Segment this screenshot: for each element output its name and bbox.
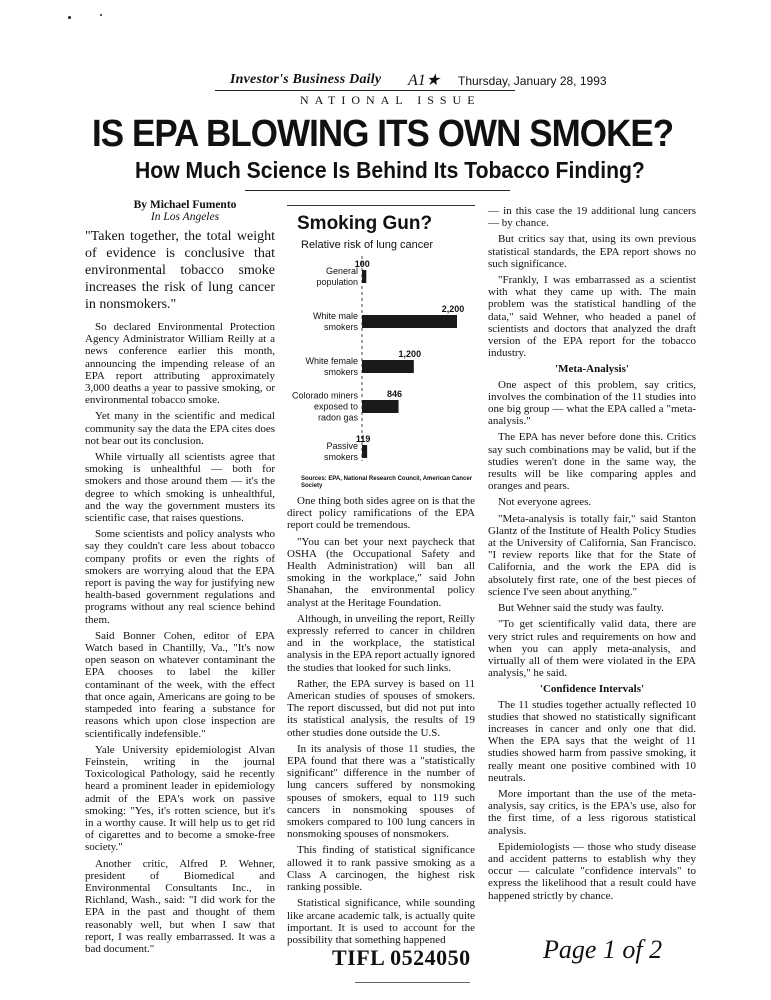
- section-subhead-confidence-intervals: 'Confidence Intervals': [539, 683, 645, 696]
- paragraph: While virtually all scientists agree tha…: [85, 451, 275, 525]
- paragraph: Some scientists and policy analysts who …: [85, 528, 275, 626]
- paragraph: Yet many in the scientific and medical c…: [85, 410, 275, 447]
- subhead-rule: [245, 190, 510, 191]
- chart-subtitle: Relative risk of lung cancer: [301, 239, 434, 251]
- article-column-2: One thing both sides agree on is that th…: [287, 495, 475, 950]
- paragraph: The 11 studies together actually reflect…: [488, 698, 696, 784]
- paragraph: Statistical significance, while sounding…: [287, 897, 475, 946]
- paragraph: Epidemiologists — those who study diseas…: [488, 840, 696, 902]
- paragraph: Not everyone agrees.: [498, 496, 592, 509]
- paragraph: So declared Environmental Protection Age…: [85, 321, 275, 407]
- category-label: exposed to: [314, 402, 358, 412]
- paragraph: In its analysis of those 11 studies, the…: [287, 742, 475, 841]
- paragraph: This finding of statistical significance…: [287, 844, 475, 894]
- paragraph: "To get scientifically valid data, there…: [488, 618, 696, 680]
- paragraph: Said Bonner Cohen, editor of EPA Watch b…: [85, 629, 275, 740]
- paragraph: But Wehner said the study was faulty.: [498, 602, 664, 615]
- chart-source: Sources: EPA, National Research Council,…: [301, 476, 473, 489]
- category-label: radon gas: [318, 413, 359, 423]
- category-label: Colorado miners: [292, 391, 359, 401]
- byline-author: By Michael Fumento: [133, 199, 237, 211]
- bar-value-label: 119: [356, 434, 371, 444]
- paragraph: Rather, the EPA survey is based on 11 Am…: [287, 677, 475, 739]
- bar-value-label: 1,200: [399, 349, 422, 359]
- paragraph: Yale University epidemiologist Alvan Fei…: [85, 743, 275, 854]
- bar: [362, 360, 414, 373]
- scan-speck: [100, 14, 102, 16]
- paragraph: One thing both sides agree on is that th…: [287, 495, 475, 532]
- paragraph: The EPA has never before done this. Crit…: [488, 431, 696, 493]
- handwritten-page-note: Page 1 of 2: [543, 935, 663, 964]
- paragraph: Another critic, Alfred P. Wehner, presid…: [85, 857, 275, 955]
- chart-box: Smoking Gun? Relative risk of lung cance…: [287, 205, 475, 489]
- page-mark: A1★: [408, 72, 441, 89]
- byline: By Michael Fumento In Los Angeles: [125, 199, 245, 223]
- byline-location: In Los Angeles: [150, 211, 220, 223]
- bar-value-label: 2,200: [442, 304, 465, 314]
- article-column-1: "Taken together, the total weight of evi…: [85, 228, 275, 959]
- paragraph: But critics say that, using its own prev…: [488, 233, 696, 270]
- section-subhead-meta-analysis: 'Meta-Analysis': [555, 363, 629, 376]
- category-label: Passive: [326, 441, 358, 451]
- paragraph: "Meta-analysis is totally fair," said St…: [488, 512, 696, 598]
- bar: [362, 400, 399, 413]
- subheadline: How Much Science Is Behind Its Tobacco F…: [135, 157, 645, 183]
- paragraph: — in this case the 19 additional lung ca…: [488, 205, 696, 230]
- lead-quote: "Taken together, the total weight of evi…: [85, 229, 275, 312]
- paragraph: "You can bet your next paycheck that OSH…: [287, 535, 475, 609]
- article-column-3: — in this case the 19 additional lung ca…: [488, 205, 696, 906]
- footer-rule: [355, 982, 470, 983]
- newspaper-name: Investor's Business Daily: [230, 72, 382, 87]
- masthead-rule: [215, 90, 515, 91]
- chart-title: Smoking Gun?: [297, 213, 433, 234]
- bar: [362, 270, 367, 283]
- issue-date: Thursday, January 28, 1993: [458, 74, 607, 88]
- scan-speck: [68, 16, 71, 19]
- bates-number: TIFL 0524050: [332, 945, 471, 970]
- edition-label: NATIONAL ISSUE: [300, 93, 481, 107]
- bar-value-label: 100: [355, 259, 370, 269]
- bar-value-label: 846: [387, 389, 402, 399]
- category-label: population: [316, 277, 358, 287]
- category-label: smokers: [324, 322, 359, 332]
- paragraph: Although, in unveiling the report, Reill…: [287, 612, 475, 674]
- category-label: smokers: [324, 367, 359, 377]
- category-label: General: [326, 266, 358, 276]
- bar: [362, 315, 457, 328]
- paragraph: One aspect of this problem, say critics,…: [488, 378, 696, 428]
- category-label: smokers: [324, 452, 359, 462]
- paragraph: "Frankly, I was embarrassed as a scienti…: [488, 274, 696, 360]
- category-label: White female: [305, 356, 358, 366]
- category-label: White male: [313, 311, 358, 321]
- headline: IS EPA BLOWING ITS OWN SMOKE?: [92, 113, 674, 155]
- paragraph: More important than the use of the meta-…: [488, 787, 696, 837]
- bar: [362, 445, 368, 458]
